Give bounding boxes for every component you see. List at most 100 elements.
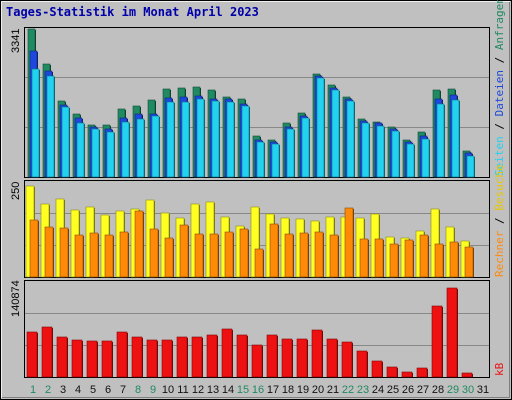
kbytes-bar [221,328,233,378]
panel-bottom-ymax-label: 140874 [10,280,22,317]
sites-bar [359,238,369,278]
kbytes-bar [431,305,443,378]
sites-bar [239,228,249,278]
pages-bar [346,100,355,178]
x-tick-label: 26 [402,384,414,396]
kbytes-bar [341,341,353,378]
x-tick-label: 29 [447,384,459,396]
x-tick-label: 5 [90,384,96,396]
panel-bottom-frame [24,280,490,378]
pages-bar [211,100,220,178]
panel-middle-bars [25,185,474,278]
panel-bottom-bars [26,287,473,378]
legend-separator: / [493,217,506,224]
sites-bar [434,243,444,278]
panel-top: 3341 [10,27,490,178]
x-tick-label: 12 [192,384,204,396]
legend-kbytes: kB [493,362,506,376]
x-tick-label: 15 [237,384,249,396]
panel-middle-ymax-label: 250 [10,182,22,200]
x-tick-label: 17 [267,384,279,396]
pages-bar [91,128,100,178]
kbytes-bar [236,334,248,378]
x-tick-label: 7 [120,384,126,396]
sites-bar [134,210,144,278]
kbytes-bar [26,331,38,378]
x-tick-label: 30 [462,384,474,396]
x-tick-label: 14 [222,384,234,396]
kbytes-bar [41,326,53,378]
kbytes-bar [191,336,203,378]
sites-bar [119,231,129,278]
pages-bar [76,122,85,178]
sites-bar [209,233,219,278]
sites-bar [464,246,474,278]
kbytes-bar [461,372,473,378]
x-tick-label: 28 [432,384,444,396]
legend-middle: Rechner / Besuche [493,164,506,277]
x-tick-label: 10 [162,384,174,396]
kbytes-bar [281,338,293,378]
x-axis-day-labels: 1 2 3 4 5 6 7 8 9 10 11 12 13 14 15 16 17 18 19 20 21 22 23 24 2… [30,384,489,396]
sites-bar [74,234,84,278]
kbytes-bar [56,336,68,378]
pages-bar [106,131,115,178]
panel-middle-frame [24,180,490,278]
panel-bottom: 140874 [10,280,490,378]
pages-bar [121,121,130,178]
pages-bar [316,77,325,178]
sites-bar [44,226,54,278]
kbytes-bar [266,334,278,378]
sites-bar [224,231,234,278]
kbytes-bar [296,338,308,378]
pages-bar [196,98,205,178]
kbytes-bar [251,344,263,378]
kbytes-bar [371,360,383,378]
kbytes-bar [101,340,113,378]
x-tick-label: 11 [177,384,188,396]
sites-bar [179,224,189,278]
sites-bar [419,234,429,278]
sites-bar [344,207,354,278]
legend-sites: Rechner [493,230,506,277]
sites-bar [299,232,309,278]
x-tick-label: 22 [342,384,354,396]
legend-pages: Seiten [493,136,506,176]
legend-files: Dateien [493,70,506,116]
x-tick-label: 31 [477,384,489,396]
panel-middle: 250 [10,180,490,278]
pages-bar [451,99,460,178]
legend-separator: / [493,57,506,64]
x-tick-label: 25 [387,384,399,396]
sites-bar [164,237,174,278]
pages-bar [271,143,280,178]
x-tick-label: 20 [312,384,324,396]
pages-bar [46,75,55,178]
pages-bar [421,138,430,178]
x-tick-label: 24 [372,384,384,396]
kbytes-bar [416,367,428,378]
sites-bar [449,241,459,278]
pages-bar [151,115,160,178]
sites-bar [149,228,159,278]
sites-bar [389,243,399,278]
sites-bar [269,223,279,278]
legend-visits: Besuche [493,164,506,210]
x-tick-label: 4 [75,384,81,396]
legend-top: Seiten / Dateien / Anfragen [493,0,506,176]
kbytes-bar [326,338,338,378]
sites-bar [59,227,69,278]
chart-title: Tages-Statistik im Monat April 2023 [6,5,259,19]
x-tick-label: 19 [297,384,309,396]
x-tick-label: 8 [135,384,141,396]
x-tick-label: 3 [60,384,66,396]
pages-bar [241,105,250,178]
x-tick-label: 18 [282,384,294,396]
pages-bar [361,122,370,178]
x-tick-label: 13 [207,384,219,396]
panel-top-frame [24,27,490,178]
pages-bar [136,118,145,178]
kbytes-bar [86,340,98,378]
